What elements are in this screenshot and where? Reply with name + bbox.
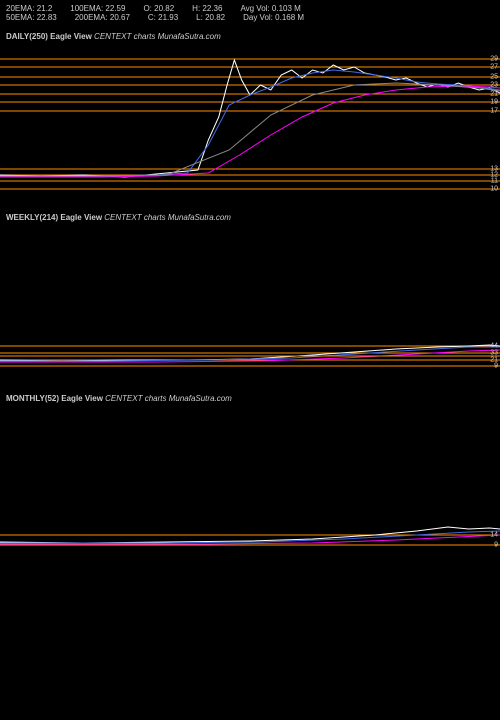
chart-title: WEEKLY(214) Eagle View CENTEXT charts Mu… — [0, 205, 500, 226]
stat-row-2: 50EMA: 22.83 200EMA: 20.67 C: 21.93 L: 2… — [6, 13, 494, 22]
chart-area[interactable]: 4433219 — [0, 226, 500, 386]
y-label: 29 — [490, 56, 498, 63]
chart-section-2: MONTHLY(52) Eagle View CENTEXT charts Mu… — [0, 386, 500, 567]
y-label: 10 — [490, 186, 498, 193]
y-label: 33 — [490, 350, 498, 357]
chart-area[interactable]: 149 — [0, 407, 500, 567]
chart-section-0: DAILY(250) Eagle View CENTEXT charts Mun… — [0, 24, 500, 205]
chart-area[interactable]: 2927252321191713121110 — [0, 45, 500, 205]
stat-avgvol: Avg Vol: 0.103 M — [240, 4, 300, 13]
y-label: 14 — [490, 532, 498, 539]
header-stats: 20EMA: 21.2 100EMA: 22.59 O: 20.82 H: 22… — [0, 0, 500, 24]
stat-low: L: 20.82 — [196, 13, 225, 22]
chart-title: MONTHLY(52) Eagle View CENTEXT charts Mu… — [0, 386, 500, 407]
y-label: 27 — [490, 64, 498, 71]
y-label: 19 — [490, 99, 498, 106]
stat-open: O: 20.82 — [143, 4, 174, 13]
y-label: 11 — [491, 178, 498, 185]
stat-row-1: 20EMA: 21.2 100EMA: 22.59 O: 20.82 H: 22… — [6, 4, 494, 13]
stat-100ema: 100EMA: 22.59 — [70, 4, 125, 13]
stat-dayvol: Day Vol: 0.168 M — [243, 13, 304, 22]
y-label: 9 — [494, 363, 498, 370]
stat-high: H: 22.36 — [192, 4, 222, 13]
stat-close: C: 21.93 — [148, 13, 178, 22]
y-label: 44 — [490, 343, 498, 350]
y-label: 9 — [494, 542, 498, 549]
y-label: 21 — [490, 91, 498, 98]
chart-title: DAILY(250) Eagle View CENTEXT charts Mun… — [0, 24, 500, 45]
y-label: 23 — [490, 82, 498, 89]
y-label: 17 — [490, 108, 498, 115]
charts-container: DAILY(250) Eagle View CENTEXT charts Mun… — [0, 24, 500, 567]
chart-section-1: WEEKLY(214) Eagle View CENTEXT charts Mu… — [0, 205, 500, 386]
stat-20ema: 20EMA: 21.2 — [6, 4, 52, 13]
y-label: 25 — [490, 74, 498, 81]
stat-50ema: 50EMA: 22.83 — [6, 13, 57, 22]
stat-200ema: 200EMA: 20.67 — [75, 13, 130, 22]
